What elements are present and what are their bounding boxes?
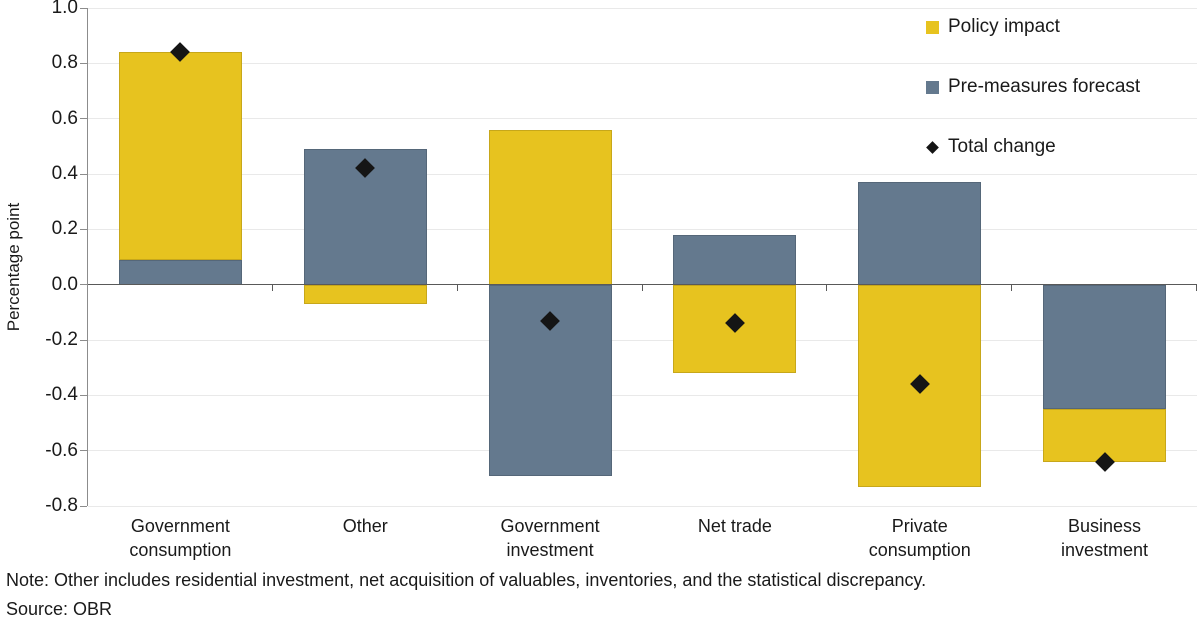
y-axis-tick <box>80 394 87 396</box>
category-label: Net trade <box>697 516 772 536</box>
legend-item-pre-measures: Pre-measures forecast <box>926 74 1140 100</box>
legend: Policy impact Pre-measures forecast Tota… <box>926 14 1140 194</box>
gridline <box>88 118 1197 120</box>
x-axis-tick <box>1196 285 1197 292</box>
x-axis-tick <box>826 285 828 292</box>
y-tick-label: 0.4 <box>51 163 78 184</box>
y-tick-label: 0.8 <box>51 52 78 74</box>
category-label: Government consumption <box>129 516 232 560</box>
y-axis-tick <box>80 284 87 286</box>
legend-item-total-change: Total change <box>926 134 1140 160</box>
legend-item-policy-impact: Policy impact <box>926 14 1140 40</box>
y-tick-label: -0.6 <box>45 439 78 461</box>
y-tick-label: -0.8 <box>45 495 78 516</box>
y-tick-label: 0.2 <box>51 218 78 240</box>
y-axis-tick <box>80 505 87 507</box>
x-axis-tick <box>1011 285 1013 292</box>
legend-label: Total change <box>948 136 1056 157</box>
x-axis-tick <box>641 285 643 292</box>
bar-segment-pre-measures <box>858 182 982 285</box>
category-label-cell: Government consumption <box>88 514 273 562</box>
category-label-cell: Net trade <box>642 514 827 538</box>
chart-source: Source: OBR <box>6 599 113 619</box>
y-axis-tick <box>80 339 87 341</box>
bar-segment-policy-impact <box>488 129 612 285</box>
gridline <box>88 173 1197 175</box>
y-tick-label: 0.0 <box>51 273 78 295</box>
legend-label: Pre-measures forecast <box>948 76 1141 97</box>
category-label: Business investment <box>1061 516 1149 560</box>
policy-impact-swatch-icon <box>926 20 939 34</box>
bar-segment-policy-impact <box>118 52 242 260</box>
y-tick-label: -0.2 <box>45 329 78 350</box>
category-label: Other <box>342 516 388 536</box>
gridline <box>88 7 1197 9</box>
gridline <box>88 228 1197 230</box>
zero-baseline <box>88 284 1197 286</box>
legend-label: Policy impact <box>948 16 1060 37</box>
category-label-cell: Other <box>273 514 458 538</box>
plot-area: -0.8 -0.6 -0.4 -0.2 0.0 0.2 0.4 0.6 0.8 1.0 <box>45 0 1197 516</box>
y-tick-label: 1.0 <box>51 0 78 18</box>
bar-segment-pre-measures <box>118 259 242 285</box>
category-label-cell: Business investment <box>1012 514 1197 562</box>
category-label-cell: Private consumption <box>827 514 1012 562</box>
y-axis-tick <box>80 7 87 9</box>
y-axis-tick <box>80 173 87 175</box>
y-axis-tick <box>80 228 87 230</box>
gridline <box>88 62 1197 64</box>
x-axis-tick <box>456 285 458 292</box>
y-tick-label: 0.6 <box>51 107 78 129</box>
gridline <box>88 505 1197 507</box>
x-axis-tick <box>271 285 273 292</box>
y-axis-line <box>87 8 88 506</box>
chart-note: Note: Other includes residential investm… <box>6 570 927 590</box>
gridline <box>88 450 1197 452</box>
category-label: Government investment <box>500 516 600 560</box>
category-label-cell: Government investment <box>458 514 643 562</box>
bar-segment-pre-measures <box>1043 284 1167 410</box>
category-label: Private consumption <box>868 516 971 560</box>
gridline <box>88 394 1197 396</box>
total-change-diamond-icon <box>926 140 939 154</box>
pre-measures-swatch-icon <box>926 80 939 94</box>
bar-segment-policy-impact <box>303 284 427 305</box>
bar-segment-pre-measures <box>673 234 797 285</box>
y-tick-label: -0.4 <box>45 384 78 406</box>
y-axis-tick <box>80 118 87 120</box>
y-axis-tick <box>80 450 87 452</box>
gridline <box>88 339 1197 341</box>
x-axis-category-labels: Government consumption Other Government in… <box>88 514 1197 562</box>
y-axis-tick <box>80 62 87 64</box>
